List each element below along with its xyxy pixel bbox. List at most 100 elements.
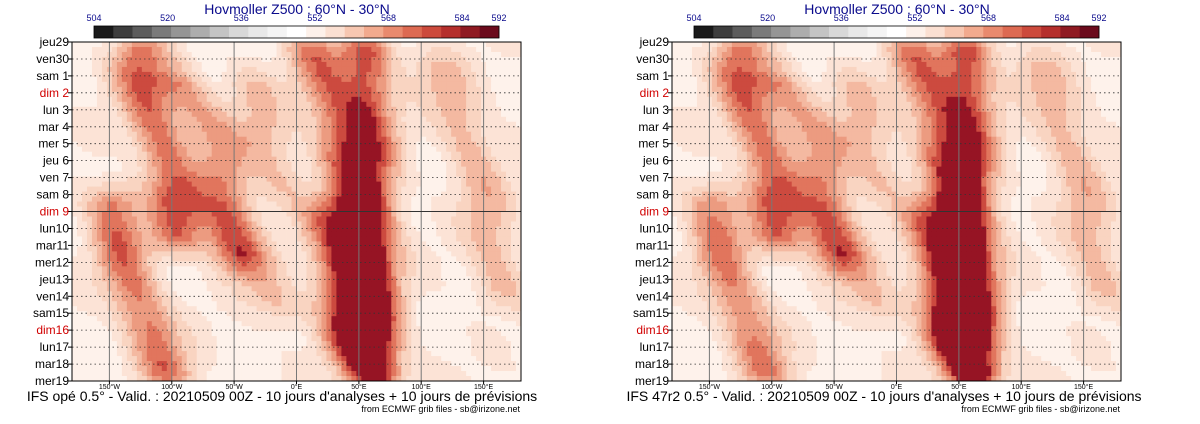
heatmap-cell	[186, 216, 193, 222]
heatmap-cell	[136, 111, 143, 118]
heatmap-cell	[376, 141, 382, 148]
heatmap-cell	[216, 136, 223, 143]
heatmap-cell	[321, 166, 327, 173]
heatmap-cell	[186, 196, 193, 202]
heatmap-cell	[406, 116, 412, 123]
heatmap-cell	[156, 271, 163, 277]
heatmap-cell	[161, 116, 168, 123]
heatmap-cell	[196, 81, 203, 88]
heatmap-cell	[336, 46, 342, 53]
heatmap-cell	[456, 296, 462, 302]
heatmap-cell	[291, 256, 297, 262]
heatmap-cell	[76, 131, 83, 138]
heatmap-cell	[411, 141, 417, 148]
heatmap-cell	[456, 101, 462, 108]
heatmap-cell	[131, 231, 138, 237]
heatmap-cell	[221, 261, 228, 267]
heatmap-cell	[201, 221, 208, 227]
heatmap-cell	[426, 71, 432, 78]
heatmap-cell	[261, 186, 267, 192]
heatmap-cell	[441, 276, 447, 282]
heatmap-cell	[401, 101, 407, 108]
heatmap-cell	[326, 206, 332, 212]
heatmap-cell	[471, 86, 477, 93]
heatmap-cell	[261, 151, 267, 158]
heatmap-cell	[126, 116, 133, 123]
heatmap-cell	[456, 42, 462, 48]
heatmap-cell	[251, 246, 257, 252]
heatmap-cell	[301, 46, 307, 53]
heatmap-cell	[131, 246, 138, 252]
heatmap-cell	[76, 226, 83, 232]
heatmap-cell	[321, 101, 327, 108]
heatmap-cell	[426, 76, 432, 83]
heatmap-cell	[386, 236, 392, 242]
heatmap-cell	[236, 246, 243, 252]
heatmap-cell	[72, 56, 78, 63]
heatmap-cell	[256, 296, 262, 302]
heatmap-cell	[381, 111, 387, 118]
heatmap-cell	[486, 161, 492, 168]
heatmap-cell	[151, 186, 158, 192]
heatmap-cell	[211, 211, 218, 217]
heatmap-cell	[161, 256, 168, 262]
heatmap-cell	[161, 231, 168, 237]
heatmap-cell	[416, 91, 422, 98]
heatmap-cell	[456, 96, 462, 103]
colorbar-swatch	[113, 26, 133, 38]
heatmap-cell	[316, 156, 322, 163]
heatmap-cell	[176, 281, 183, 287]
heatmap-cell	[196, 196, 203, 202]
heatmap-cell	[386, 96, 392, 103]
heatmap-cell	[351, 116, 357, 123]
heatmap-cell	[146, 246, 153, 252]
heatmap-cell	[346, 176, 352, 182]
heatmap-cell	[116, 101, 123, 108]
heatmap-cell	[226, 126, 233, 133]
heatmap-cell	[91, 166, 98, 173]
heatmap-cell	[466, 296, 472, 302]
heatmap-cell	[191, 181, 198, 187]
heatmap-cell	[296, 71, 302, 78]
heatmap-cell	[206, 236, 213, 242]
heatmap-cell	[381, 156, 387, 163]
heatmap-cell	[126, 241, 133, 247]
heatmap-cell	[346, 201, 352, 207]
heatmap-cell	[411, 236, 417, 242]
heatmap-cell	[91, 241, 98, 247]
heatmap-cell	[361, 66, 367, 73]
heatmap-cell	[246, 296, 252, 302]
heatmap-cell	[181, 106, 188, 113]
heatmap-cell	[511, 226, 517, 232]
heatmap-cell	[506, 206, 512, 212]
heatmap-cell	[171, 46, 178, 53]
heatmap-cell	[146, 121, 153, 128]
heatmap-cell	[461, 291, 467, 297]
heatmap-cell	[416, 111, 422, 118]
heatmap-cell	[351, 161, 357, 168]
heatmap-cell	[351, 176, 357, 182]
heatmap-cell	[431, 196, 437, 202]
heatmap-cell	[406, 141, 412, 148]
heatmap-cell	[451, 216, 457, 222]
heatmap-cell	[291, 266, 297, 272]
heatmap-cell	[366, 291, 372, 297]
heatmap-cell	[131, 291, 138, 297]
heatmap-cell	[136, 136, 143, 143]
heatmap-cell	[131, 81, 138, 88]
heatmap-cell	[181, 76, 188, 83]
heatmap-cell	[201, 121, 208, 128]
heatmap-cell	[256, 106, 262, 113]
heatmap-cell	[176, 286, 183, 292]
heatmap-cell	[341, 296, 347, 302]
heatmap-cell	[281, 96, 287, 103]
heatmap-cell	[151, 56, 158, 63]
heatmap-cell	[221, 116, 228, 123]
heatmap-cell	[251, 111, 257, 118]
heatmap-cell	[236, 161, 243, 168]
heatmap-cell	[451, 166, 457, 173]
heatmap-cell	[166, 286, 173, 292]
heatmap-cell	[311, 231, 317, 237]
heatmap-cell	[421, 311, 427, 317]
heatmap-cell	[386, 146, 392, 153]
